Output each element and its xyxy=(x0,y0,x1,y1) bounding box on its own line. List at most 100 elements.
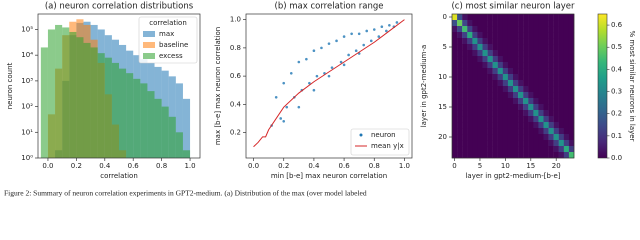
heatmap-cell xyxy=(457,20,463,27)
heatmap-cell xyxy=(457,62,463,69)
heatmap-cell xyxy=(553,44,559,51)
heatmap-cell xyxy=(462,140,468,147)
heatmap-cell xyxy=(467,20,473,27)
heatmap-cell xyxy=(558,122,565,129)
chart-title: (c) most similar neuron layer xyxy=(451,2,575,12)
heatmap-cell xyxy=(502,14,509,21)
histogram-bar xyxy=(161,106,169,158)
heatmap-cell xyxy=(467,62,473,69)
histogram-bar xyxy=(175,83,183,158)
heatmap-cell xyxy=(528,74,534,81)
heatmap-cell xyxy=(497,32,504,39)
heatmap-cell xyxy=(563,20,570,27)
heatmap-cell xyxy=(477,68,483,75)
heatmap-cell xyxy=(528,62,534,69)
heatmap-cell xyxy=(482,32,488,39)
heatmap-cell xyxy=(462,92,468,99)
heatmap-cell xyxy=(568,68,575,75)
colorbar-tick-label: 0.3 xyxy=(611,88,622,96)
heatmap-cell xyxy=(528,128,534,135)
heatmap-cell xyxy=(462,98,468,105)
heatmap-cell xyxy=(472,110,478,117)
heatmap-cell xyxy=(477,116,483,123)
heatmap-cell xyxy=(528,14,534,21)
plot-frame xyxy=(245,13,413,159)
heatmap-cell xyxy=(497,20,504,27)
heatmap-cell xyxy=(518,32,524,39)
x-tick-label: 0.4 xyxy=(308,162,320,170)
heatmap-cell xyxy=(452,98,458,105)
heatmap-cell xyxy=(528,68,534,75)
heatmap-cell xyxy=(492,14,498,21)
y-tick-label: 10⁴ xyxy=(21,51,33,59)
heatmap-cell xyxy=(523,20,529,27)
heatmap-cell xyxy=(457,128,463,135)
scatter-point xyxy=(372,28,376,31)
heatmap-cell xyxy=(538,44,544,51)
heatmap-cell xyxy=(513,92,519,99)
heatmap-cell xyxy=(467,86,473,93)
x-tick-label: 0.0 xyxy=(42,162,53,170)
heatmap-cell xyxy=(553,86,559,93)
heatmap-cell xyxy=(492,26,498,33)
heatmap-cell xyxy=(533,50,539,57)
heatmap-cell xyxy=(507,68,514,75)
heatmap-cell xyxy=(467,104,473,111)
heatmap-cell xyxy=(523,140,529,147)
heatmap-cell xyxy=(558,116,565,123)
heatmap-cell xyxy=(563,92,570,99)
heatmap-cell xyxy=(502,20,509,27)
heatmap-cell xyxy=(563,146,570,153)
heatmap-cell xyxy=(528,122,534,129)
heatmap-cell xyxy=(558,38,565,45)
heatmap-cell xyxy=(467,44,473,51)
heatmap-cell xyxy=(457,134,463,141)
heatmap-cell xyxy=(472,104,478,111)
y-tick-label: 10² xyxy=(21,103,33,111)
x-tick-label: 0.6 xyxy=(128,162,140,170)
heatmap-cell xyxy=(487,128,493,135)
heatmap-cell xyxy=(507,146,514,153)
heatmap-cell xyxy=(528,26,534,33)
heatmap-cell xyxy=(568,20,575,27)
heatmap-cell xyxy=(507,110,514,117)
heatmap-cell xyxy=(482,98,488,105)
heatmap-cell xyxy=(523,32,529,39)
heatmap-cell xyxy=(472,80,478,87)
heatmap-cell xyxy=(533,74,539,81)
heatmap-cell xyxy=(568,50,575,57)
heatmap-cell xyxy=(568,44,575,51)
heatmap-cell xyxy=(467,56,473,63)
scatter-point xyxy=(282,81,286,85)
histogram-bar xyxy=(90,47,98,158)
heatmap-cell xyxy=(518,14,524,21)
heatmap-cell xyxy=(533,146,539,153)
heatmap-cell xyxy=(558,56,565,63)
heatmap-cell xyxy=(467,128,473,135)
heatmap-cell xyxy=(523,74,529,81)
heatmap-cell xyxy=(492,68,498,75)
heatmap-cell xyxy=(558,110,565,117)
heatmap-cell xyxy=(558,26,565,33)
heatmap-cell xyxy=(462,68,468,75)
heatmap-cell xyxy=(553,56,559,63)
heatmap-cell xyxy=(487,62,493,69)
heatmap-cell xyxy=(462,152,468,159)
heatmap-cell xyxy=(568,152,575,159)
heatmap-cell xyxy=(482,38,488,45)
heatmap-cell xyxy=(452,20,458,27)
heatmap-cell xyxy=(457,116,463,123)
heatmap-cell xyxy=(518,152,524,159)
y-tick-label: 20 xyxy=(438,133,447,141)
heatmap-cell xyxy=(513,122,519,129)
heatmap-cell xyxy=(533,14,539,21)
heatmap-cell xyxy=(502,68,509,75)
scatter-point xyxy=(339,60,343,64)
heatmap-cell xyxy=(457,74,463,81)
heatmap-cell xyxy=(558,92,565,99)
scatter-point xyxy=(297,105,301,109)
heatmap-cell xyxy=(533,128,539,135)
heatmap-cell xyxy=(452,74,458,81)
heatmap-cell xyxy=(462,122,468,129)
heatmap-cell xyxy=(548,110,554,117)
